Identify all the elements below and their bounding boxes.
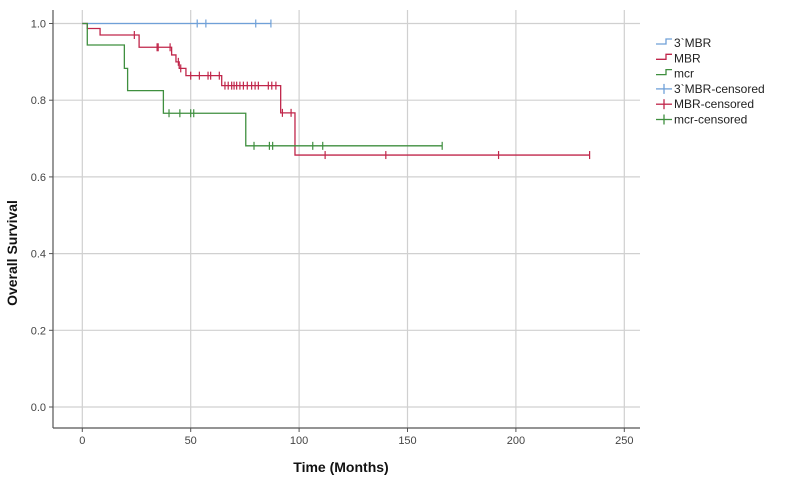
grid-lines — [53, 10, 640, 428]
x-tick-label: 200 — [507, 435, 525, 447]
curve-mcr — [82, 22, 443, 147]
legend-entry: MBR-censored — [674, 97, 754, 111]
y-tick-label: 0.4 — [31, 249, 46, 261]
legend-line-icon — [656, 53, 672, 60]
legend-entry: mcr-censored — [674, 113, 747, 127]
x-tick-label: 150 — [398, 435, 416, 447]
x-tick-label: 100 — [290, 435, 308, 447]
survival-curves — [82, 19, 591, 160]
y-tick-label: 0.2 — [31, 325, 46, 337]
axes — [49, 10, 640, 432]
legend-entry: 3`MBR — [674, 36, 712, 50]
y-tick-label: 0.6 — [31, 172, 46, 184]
y-axis-label: Overall Survival — [4, 200, 20, 306]
y-tick-label: 0.8 — [31, 95, 46, 107]
x-tick-labels: 0 50 100 150 200 250 — [79, 435, 633, 447]
curve-mbr — [82, 22, 590, 156]
legend-line-icon — [656, 68, 672, 76]
legend-line-icon — [656, 38, 672, 45]
y-tick-labels: 0.0 0.2 0.4 0.6 0.8 1.0 — [31, 19, 46, 415]
legend-entry: 3`MBR-censored — [674, 82, 765, 96]
legend-entry: mcr — [674, 67, 694, 81]
y-tick-label: 0.0 — [31, 402, 46, 414]
x-axis-label: Time (Months) — [293, 459, 388, 475]
x-tick-label: 0 — [79, 435, 85, 447]
y-tick-label: 1.0 — [31, 19, 46, 31]
x-tick-label: 50 — [185, 435, 197, 447]
x-tick-label: 250 — [615, 435, 633, 447]
legend-entry: MBR — [674, 51, 701, 65]
